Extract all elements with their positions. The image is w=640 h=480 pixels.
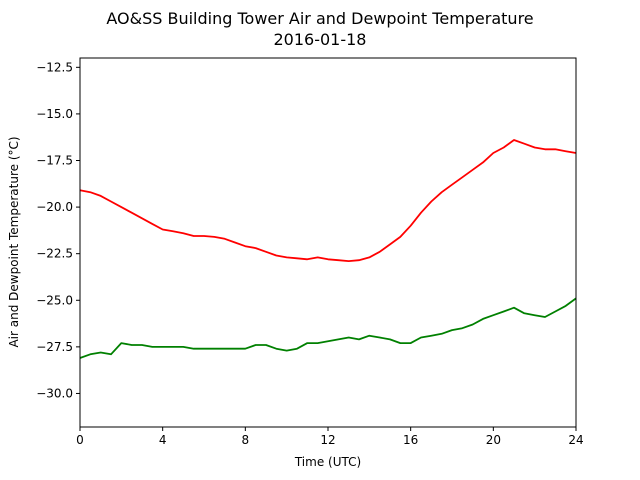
y-tick-label: −17.5: [36, 154, 73, 168]
chart-title: AO&SS Building Tower Air and Dewpoint Te…: [106, 9, 533, 28]
y-axis-label: Air and Dewpoint Temperature (°C): [7, 136, 21, 347]
x-tick-label: 12: [320, 433, 335, 447]
dewpoint-temperature-line: [79, 297, 577, 359]
y-tick-label: −27.5: [36, 340, 73, 354]
x-tick-label: 8: [242, 433, 250, 447]
series-layer: [79, 139, 577, 359]
x-tick-label: 20: [486, 433, 501, 447]
x-tick-label: 16: [403, 433, 418, 447]
axes-layer: 0 4 8 12 16 20 24 −30.0 −27.5 −25.0 −22.5 −20.0 −17.…: [36, 60, 583, 447]
air-temperature-line: [79, 139, 577, 263]
y-tick-label: −30.0: [36, 386, 73, 400]
y-tick-label: −25.0: [36, 293, 73, 307]
chart-subtitle: 2016-01-18: [274, 30, 367, 49]
y-tick-label: −22.5: [36, 247, 73, 261]
y-tick-label: −15.0: [36, 107, 73, 121]
y-tick-label: −12.5: [36, 60, 73, 74]
plot-frame: [79, 57, 577, 428]
y-tick-label: −20.0: [36, 200, 73, 214]
x-tick-label: 4: [159, 433, 167, 447]
x-axis-label: Time (UTC): [294, 455, 361, 469]
x-tick-label: 24: [568, 433, 583, 447]
x-tick-label: 0: [76, 433, 84, 447]
plot-area: 0 4 8 12 16 20 24 −30.0 −27.5 −25.0 −22.5 −20.0 −17.…: [36, 57, 584, 447]
